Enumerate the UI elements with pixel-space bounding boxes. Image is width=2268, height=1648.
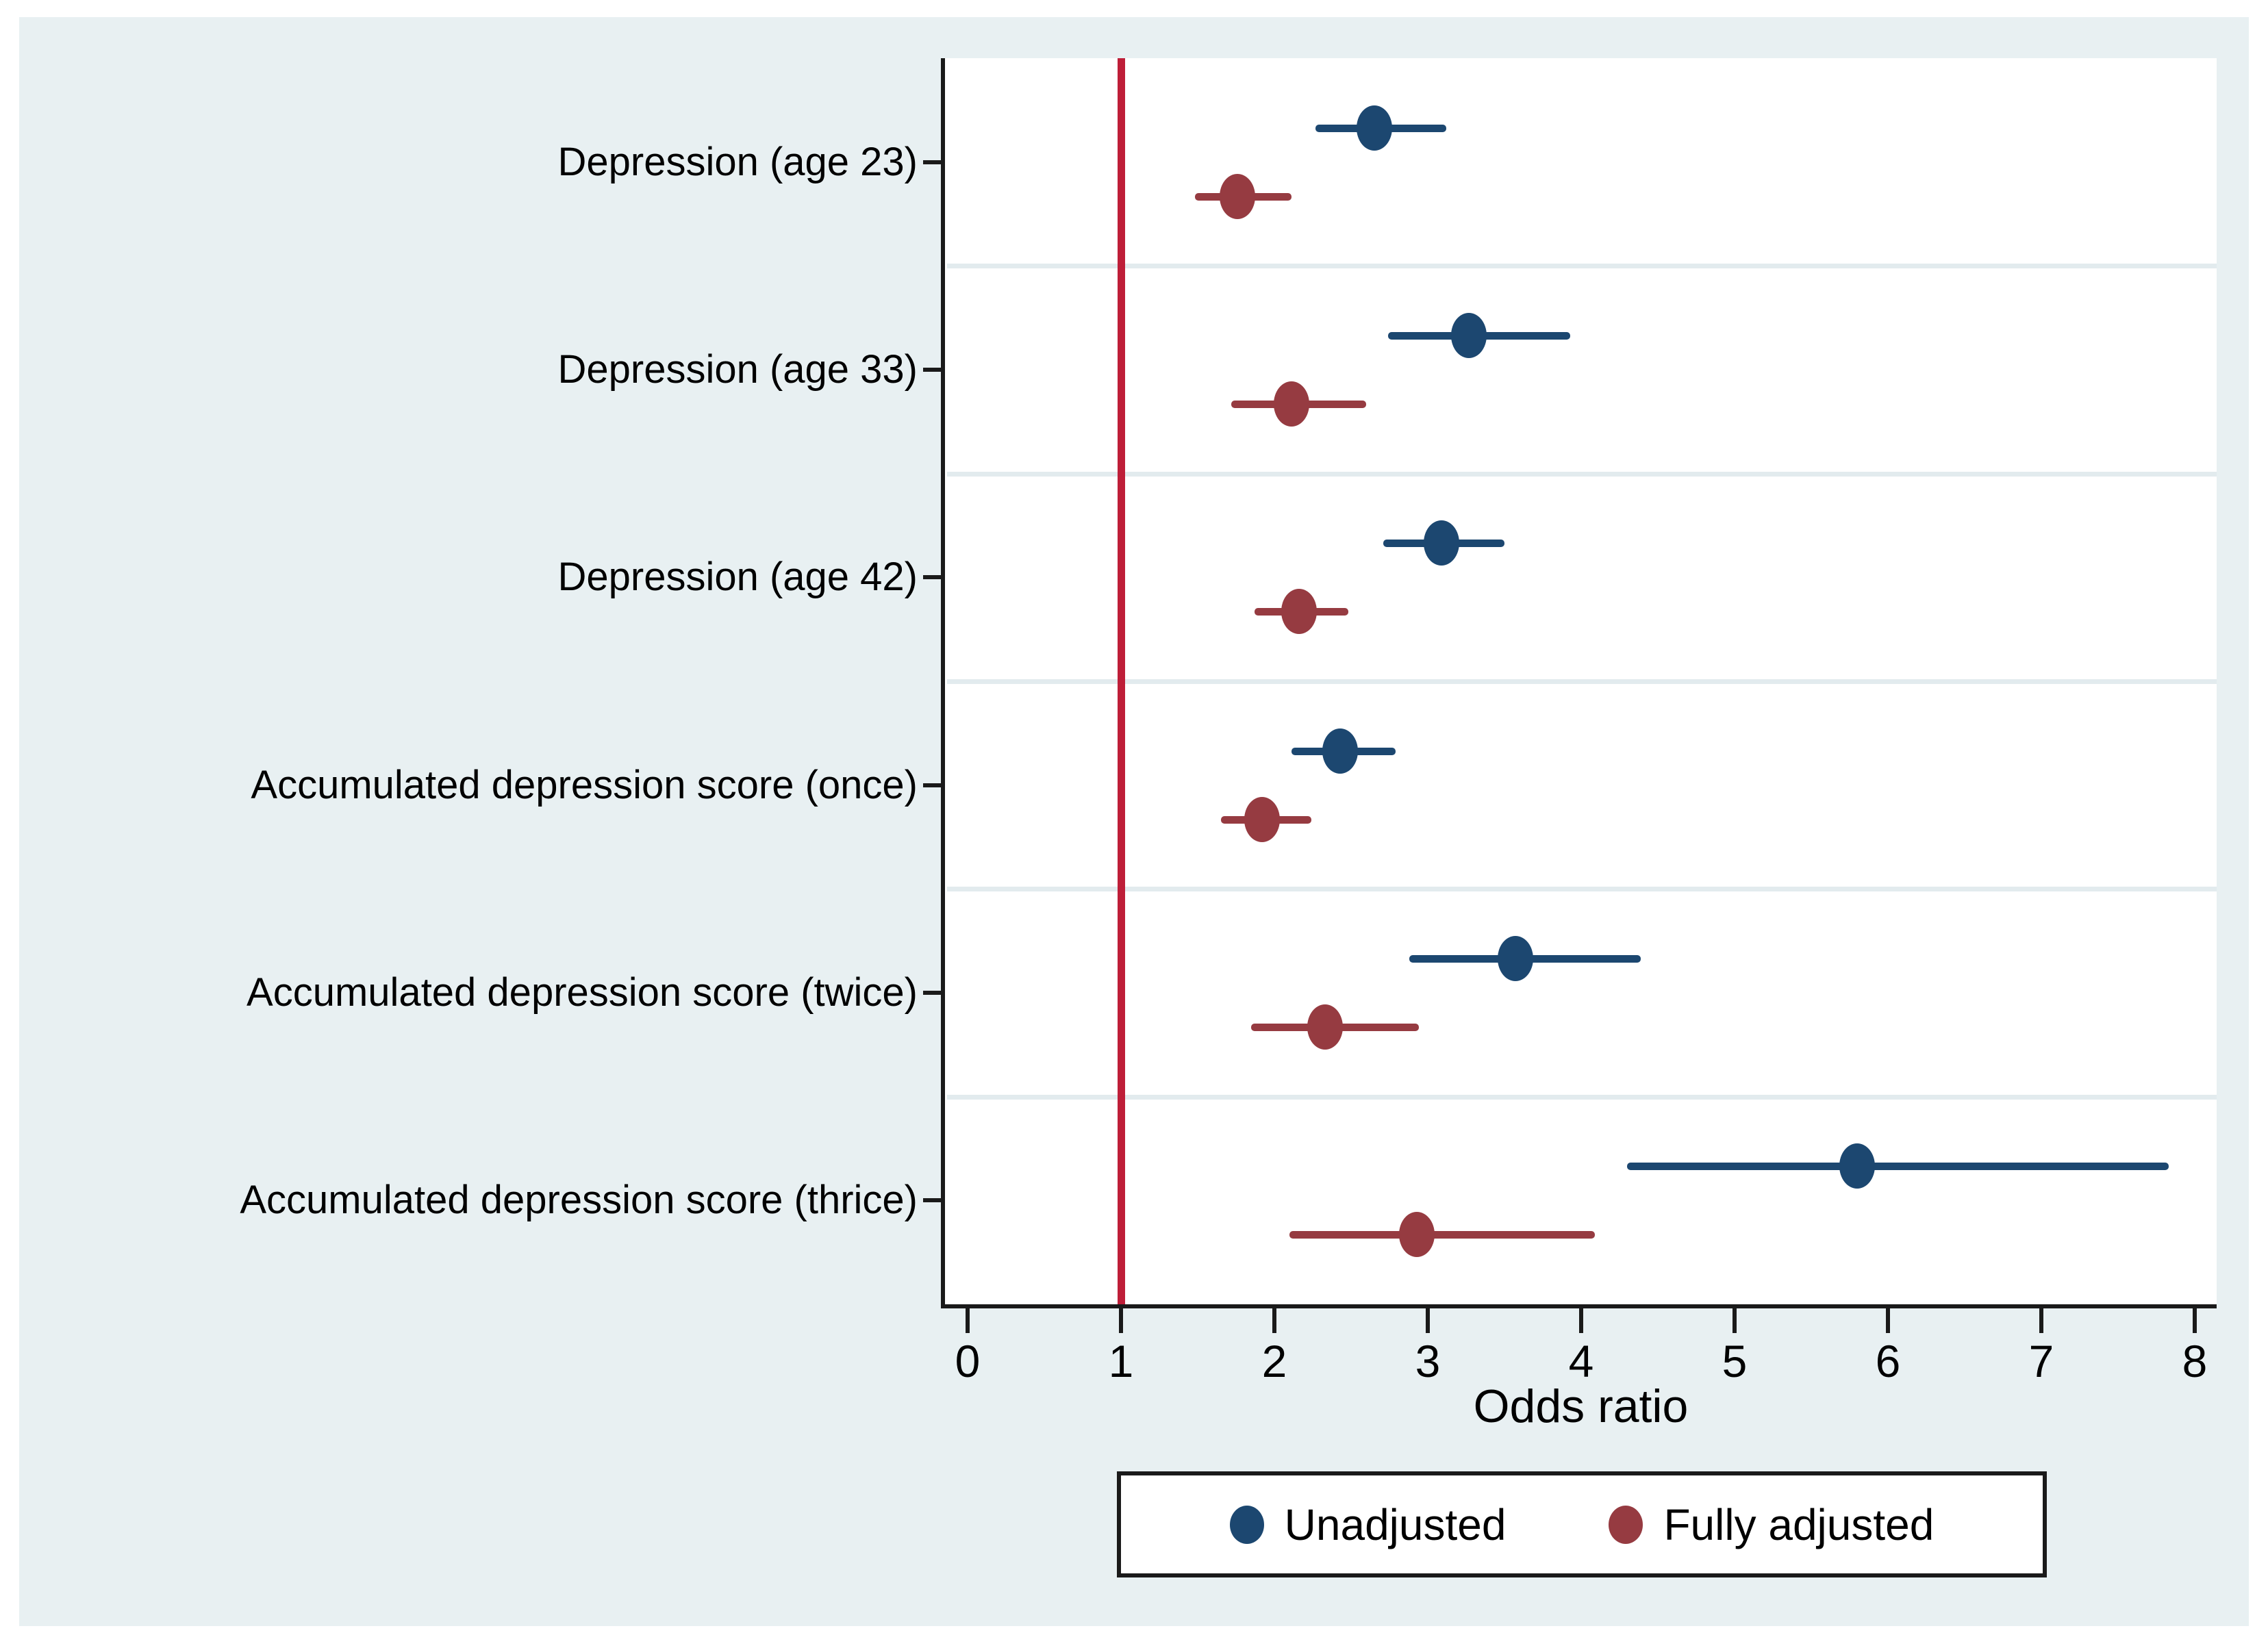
odds-ratio-marker (1220, 173, 1256, 219)
y-axis-tick (923, 783, 945, 787)
reference-line-or-1 (1118, 58, 1125, 1304)
odds-ratio-marker (1497, 936, 1533, 981)
confidence-interval (1627, 1163, 2169, 1171)
odds-ratio-marker (1273, 381, 1309, 427)
y-axis-tick (923, 1198, 945, 1203)
odds-ratio-marker (1839, 1143, 1876, 1189)
x-axis-tick-label: 3 (1415, 1336, 1441, 1386)
category-separator-gridline (947, 887, 2217, 892)
odds-ratio-marker (1399, 1212, 1435, 1258)
odds-ratio-marker (1424, 520, 1460, 566)
x-axis-tick (1272, 1308, 1276, 1333)
legend-item: Unadjusted (1229, 1499, 1507, 1550)
x-axis-tick-label: 5 (1722, 1336, 1748, 1386)
x-axis-tick-label: 6 (1875, 1336, 1901, 1386)
x-axis-tick (1119, 1308, 1123, 1333)
category-label: Depression (age 33) (557, 347, 918, 392)
x-axis-title: Odds ratio (1473, 1380, 1689, 1432)
legend-label: Fully adjusted (1663, 1499, 1935, 1549)
x-axis-tick-label: 1 (1108, 1336, 1134, 1386)
y-axis-tick (923, 991, 945, 995)
x-axis-tick-label: 8 (2182, 1336, 2208, 1386)
category-label: Accumulated depression score (once) (251, 762, 918, 807)
x-axis-tick-label: 4 (1568, 1336, 1594, 1386)
x-axis-tick (2039, 1308, 2043, 1333)
y-axis-tick (923, 368, 945, 372)
category-separator-gridline (947, 471, 2217, 477)
category-separator-gridline (947, 679, 2217, 684)
x-axis-tick (1886, 1308, 1890, 1333)
category-label: Accumulated depression score (thrice) (240, 1178, 918, 1223)
x-axis-tick-label: 2 (1261, 1336, 1287, 1386)
odds-ratio-marker (1322, 728, 1359, 774)
x-axis-tick (1426, 1308, 1430, 1333)
legend-box: Unadjusted Fully adjusted (1117, 1471, 2047, 1577)
legend-item: Fully adjusted (1609, 1499, 1934, 1550)
odds-ratio-marker (1307, 1004, 1343, 1050)
confidence-interval (1289, 1231, 1596, 1239)
category-label: Accumulated depression score (twice) (247, 970, 918, 1015)
x-axis-tick-label: 0 (955, 1336, 981, 1386)
unadjusted-legend-dot (1229, 1505, 1264, 1544)
odds-ratio-marker (1281, 589, 1317, 635)
category-label: Depression (age 42) (557, 555, 918, 600)
fully-adjusted-legend-dot (1609, 1505, 1643, 1544)
y-axis-line (941, 58, 945, 1308)
x-axis-tick (1579, 1308, 1583, 1333)
x-axis-tick (966, 1308, 970, 1333)
legend-label: Unadjusted (1284, 1499, 1507, 1549)
x-axis-line (941, 1304, 2217, 1308)
category-label: Depression (age 23) (557, 139, 918, 184)
odds-ratio-marker (1451, 313, 1487, 358)
x-axis-tick (2193, 1308, 2197, 1333)
odds-ratio-marker (1244, 796, 1281, 842)
category-separator-gridline (947, 1094, 2217, 1100)
category-separator-gridline (947, 264, 2217, 269)
x-axis-tick (1732, 1308, 1737, 1333)
y-axis-tick (923, 575, 945, 580)
y-axis-tick (923, 160, 945, 164)
x-axis-tick-label: 7 (2028, 1336, 2054, 1386)
odds-ratio-marker (1356, 105, 1392, 151)
